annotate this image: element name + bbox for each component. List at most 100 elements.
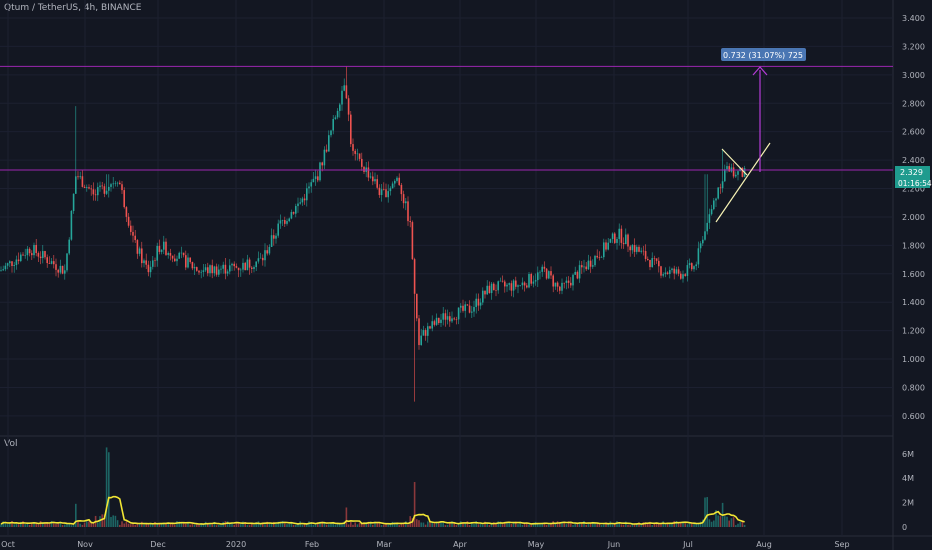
volume-bar bbox=[77, 521, 79, 527]
volume-bar bbox=[482, 524, 484, 527]
candle-body bbox=[739, 167, 741, 172]
volume-bar bbox=[42, 522, 44, 527]
candle-body bbox=[438, 317, 440, 323]
candle-body bbox=[420, 335, 422, 346]
volume-bar bbox=[578, 521, 581, 527]
volume-bar bbox=[444, 525, 447, 527]
volume-bar bbox=[264, 524, 266, 527]
volume-bar bbox=[187, 522, 189, 527]
candle-body bbox=[526, 285, 528, 288]
volume-bar bbox=[433, 523, 436, 527]
candle-body bbox=[196, 267, 198, 271]
candle-body bbox=[145, 260, 147, 265]
volume-bar bbox=[583, 520, 585, 527]
volume-bar bbox=[671, 523, 673, 527]
candle-body bbox=[237, 267, 240, 271]
candle-body bbox=[675, 269, 678, 274]
candle-body bbox=[394, 180, 396, 184]
volume-bar bbox=[9, 523, 11, 527]
volume-bar bbox=[400, 523, 403, 527]
volume-bar bbox=[136, 522, 139, 527]
candle-body bbox=[706, 222, 708, 232]
volume-bar bbox=[235, 522, 238, 527]
candle-body bbox=[288, 218, 290, 222]
candle-body bbox=[407, 201, 409, 222]
volume-bar bbox=[13, 524, 15, 527]
volume-bar bbox=[563, 523, 565, 527]
volume-bar bbox=[471, 522, 473, 527]
volume-bar bbox=[501, 524, 504, 527]
candle-body bbox=[77, 176, 79, 178]
volume-bar bbox=[215, 525, 218, 527]
candle-body bbox=[603, 242, 605, 258]
candle-body bbox=[708, 214, 711, 223]
volume-bar bbox=[684, 523, 686, 527]
candle-body bbox=[286, 221, 288, 224]
volume-bar bbox=[587, 523, 590, 527]
candle-body bbox=[226, 271, 229, 274]
volume-bar bbox=[653, 523, 656, 527]
candle-body bbox=[550, 271, 552, 276]
measure-arrow-head bbox=[752, 66, 768, 76]
volume-bar bbox=[515, 521, 517, 527]
candle-body bbox=[361, 158, 363, 167]
volume-bar bbox=[53, 523, 55, 527]
volume-bar bbox=[704, 497, 706, 527]
volume-bar bbox=[435, 521, 438, 527]
candle-body bbox=[660, 266, 662, 276]
price-tick-label: 0.800 bbox=[902, 383, 925, 392]
volume-bar bbox=[706, 497, 708, 527]
candle-body bbox=[160, 249, 163, 252]
volume-bar bbox=[442, 521, 444, 527]
candle-body bbox=[202, 270, 205, 272]
price-badge-bg bbox=[895, 166, 930, 177]
candle-body bbox=[193, 267, 196, 269]
volume-bar bbox=[647, 523, 649, 527]
volume-bar bbox=[658, 523, 660, 527]
volume-bar bbox=[730, 518, 733, 527]
volume-bar bbox=[508, 521, 510, 527]
candle-body bbox=[521, 282, 524, 286]
volume-bar bbox=[149, 522, 152, 527]
candle-body bbox=[182, 252, 185, 256]
volume-bar bbox=[330, 523, 332, 527]
time-tick-label: Jul bbox=[682, 540, 693, 549]
candle-body bbox=[427, 326, 429, 336]
volume-bar bbox=[543, 522, 546, 527]
candle-body bbox=[627, 234, 629, 247]
volume-bar bbox=[312, 524, 315, 527]
volume-bar bbox=[477, 524, 480, 527]
volume-bar bbox=[160, 523, 163, 527]
candle-body bbox=[497, 281, 499, 291]
candle-body bbox=[75, 176, 77, 194]
volume-bar bbox=[103, 514, 106, 527]
price-tick-label: 1.000 bbox=[902, 355, 925, 364]
volume-bar bbox=[596, 523, 598, 527]
volume-bar bbox=[394, 522, 396, 527]
volume-bar bbox=[200, 523, 202, 527]
volume-bar bbox=[314, 524, 317, 527]
volume-bar bbox=[4, 521, 7, 527]
candle-body bbox=[710, 209, 713, 215]
volume-bar bbox=[616, 521, 618, 527]
volume-bar bbox=[286, 524, 288, 527]
candle-body bbox=[680, 273, 682, 279]
candle-body bbox=[618, 228, 620, 239]
candle-body bbox=[435, 317, 438, 325]
candle-body bbox=[457, 307, 460, 320]
volume-bar bbox=[486, 523, 488, 527]
candle-body bbox=[229, 265, 231, 272]
volume-bar bbox=[446, 524, 449, 527]
candle-body bbox=[185, 255, 187, 268]
volume-bar bbox=[134, 524, 136, 527]
candle-body bbox=[81, 176, 84, 187]
volume-bar bbox=[279, 522, 282, 527]
volume-bar bbox=[600, 525, 603, 527]
candle-body bbox=[306, 188, 308, 201]
candle-body bbox=[517, 285, 519, 287]
volume-bar bbox=[88, 521, 90, 527]
candle-body bbox=[495, 290, 497, 291]
candle-body bbox=[130, 225, 132, 232]
volume-bar bbox=[24, 524, 26, 527]
